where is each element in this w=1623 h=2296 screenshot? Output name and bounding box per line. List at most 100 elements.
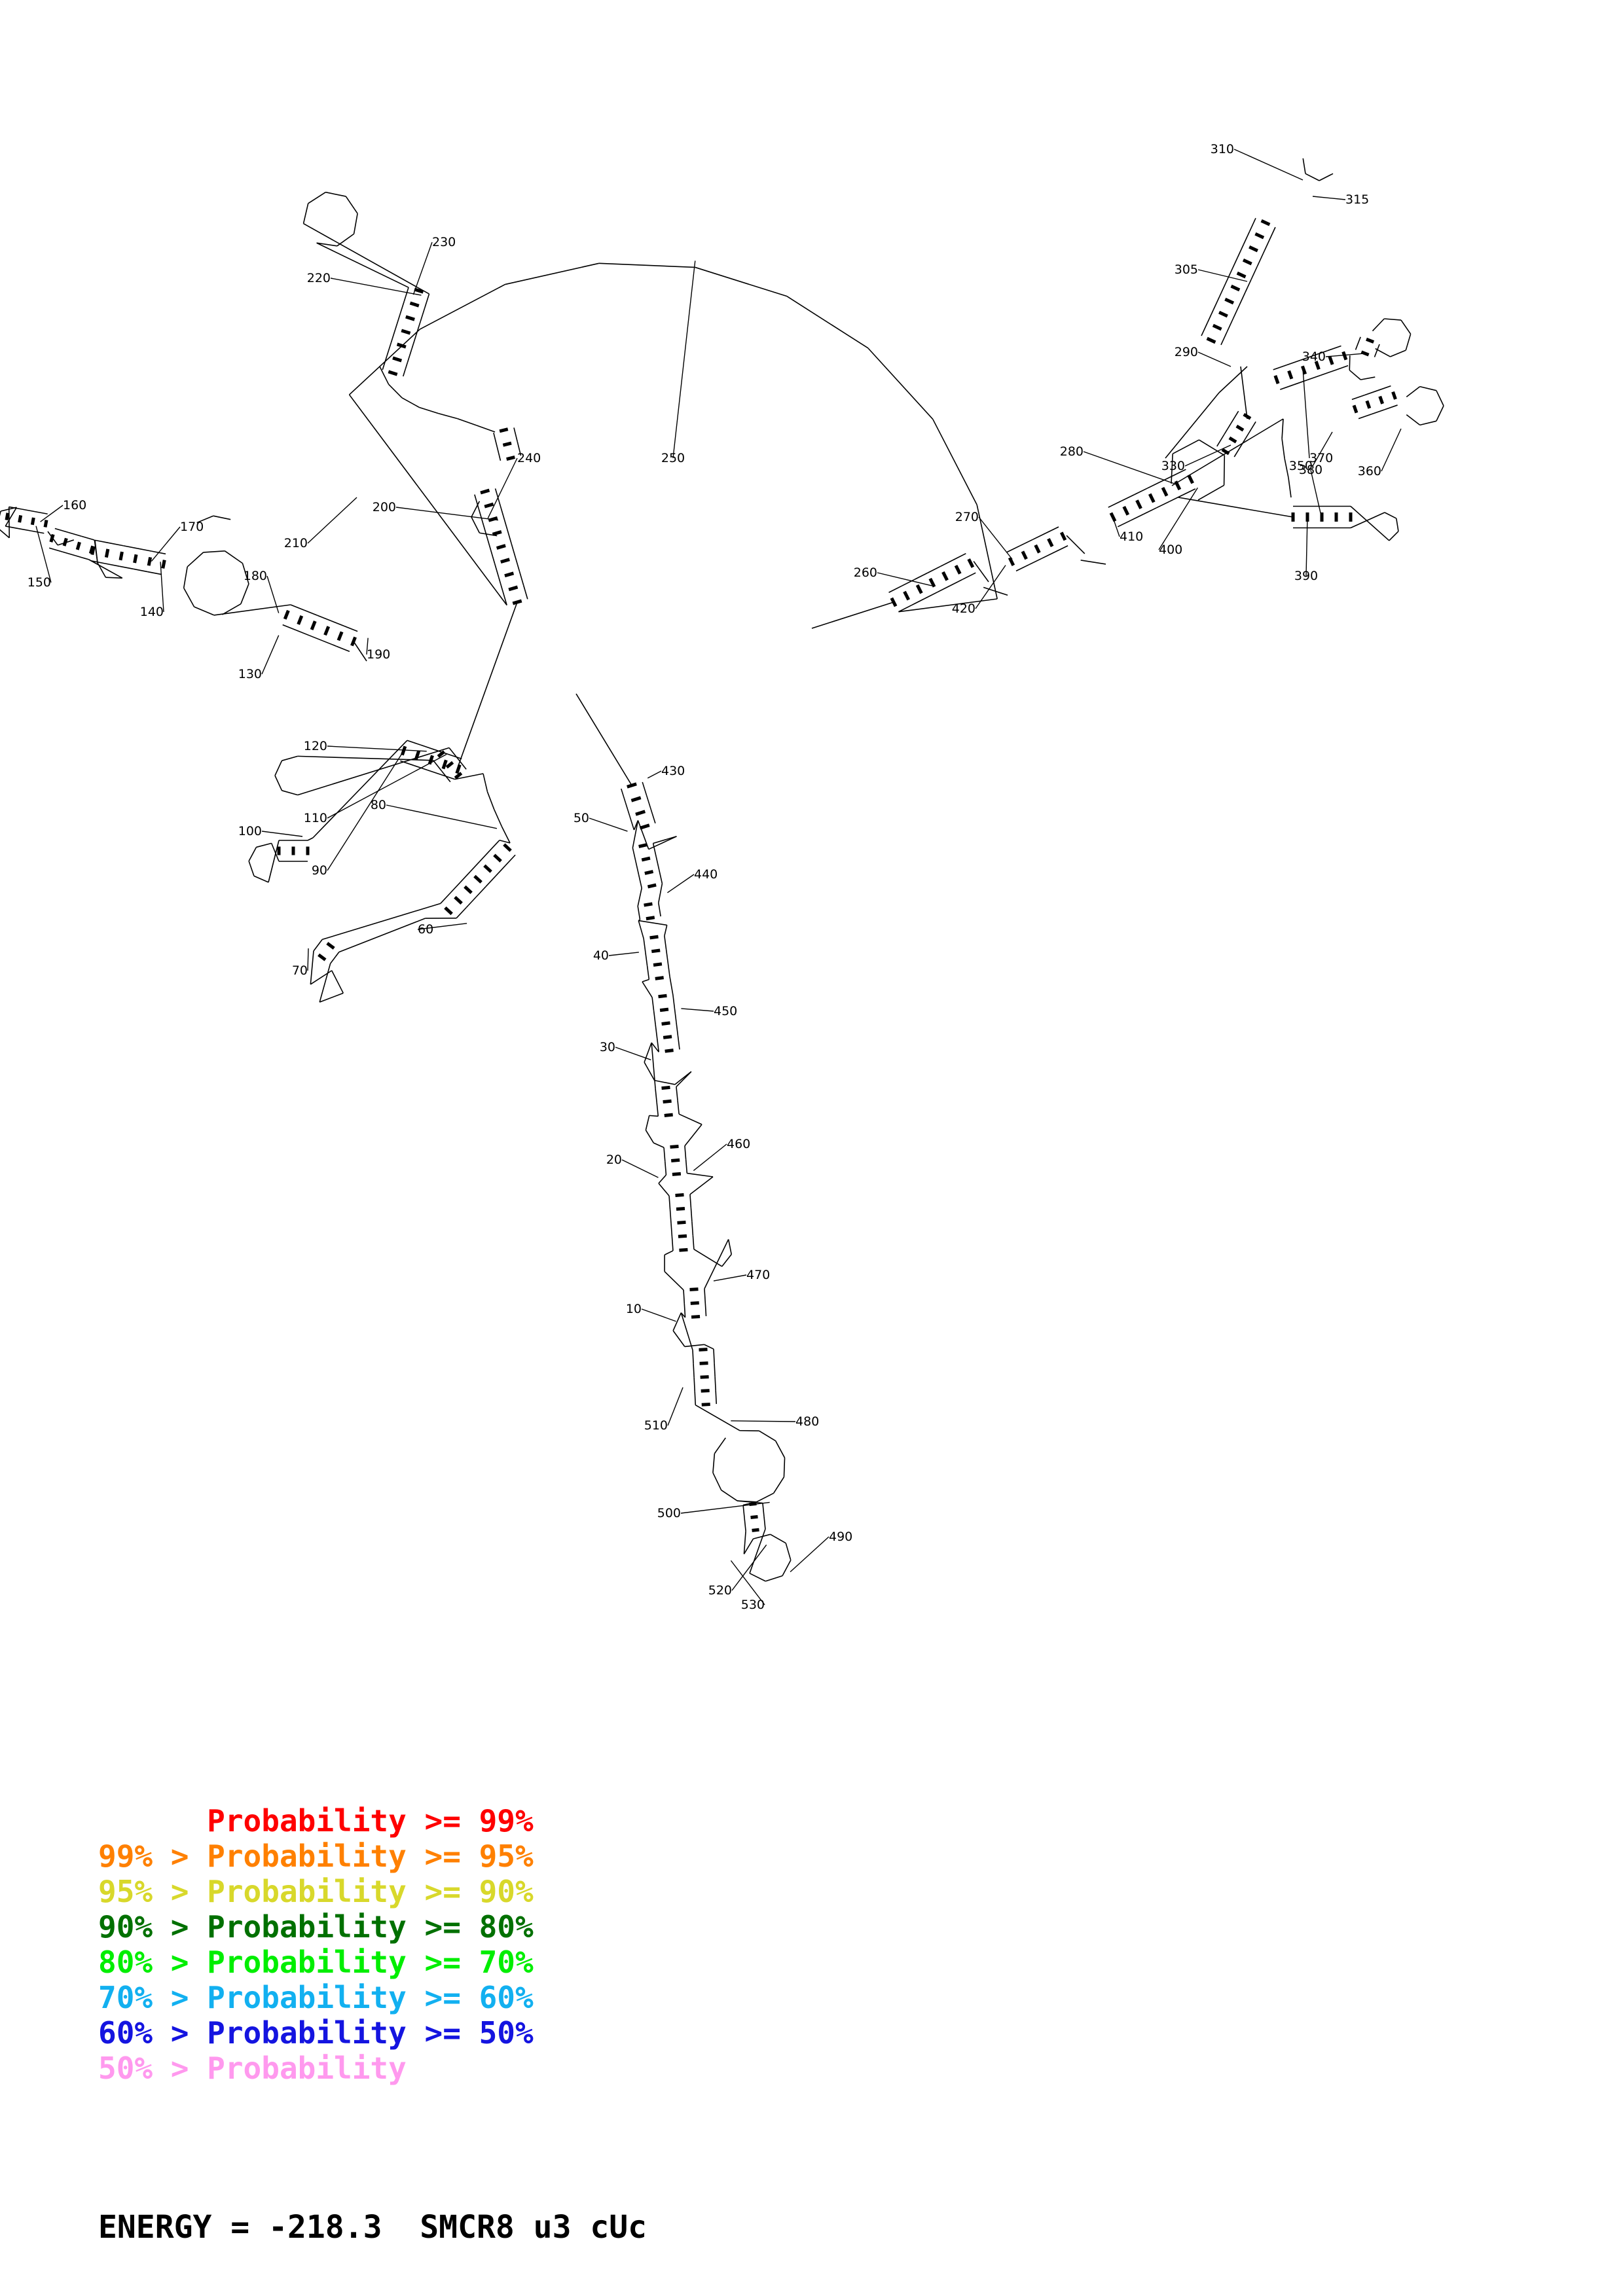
base-pair-bond bbox=[691, 1315, 701, 1319]
backbone-segment bbox=[34, 511, 48, 515]
backbone-segment bbox=[221, 603, 242, 615]
backbone-segment bbox=[939, 559, 954, 567]
backbone-segment bbox=[932, 419, 977, 505]
backbone-segment bbox=[782, 1560, 792, 1577]
backbone-segment bbox=[681, 1008, 714, 1012]
base-pair-bond bbox=[663, 1099, 672, 1104]
backbone-segment bbox=[664, 935, 667, 950]
backbone-segment bbox=[268, 840, 280, 883]
backbone-segment bbox=[1173, 469, 1186, 476]
base-pair-bond bbox=[915, 584, 923, 594]
backbone-segment bbox=[625, 802, 630, 817]
base-pair-bond bbox=[30, 517, 35, 526]
position-label: 440 bbox=[694, 867, 718, 882]
backbone-segment bbox=[669, 977, 674, 996]
backbone-segment bbox=[441, 770, 451, 783]
backbone-segment bbox=[303, 223, 429, 295]
base-pair-bond bbox=[954, 564, 962, 575]
backbone-segment bbox=[642, 781, 647, 797]
backbone-segment bbox=[691, 1221, 694, 1236]
backbone-segment bbox=[775, 1441, 786, 1458]
backbone-segment bbox=[1045, 526, 1059, 534]
backbone-segment bbox=[1273, 364, 1287, 370]
backbone-segment bbox=[310, 950, 314, 985]
backbone-segment bbox=[5, 526, 19, 529]
backbone-segment bbox=[1158, 487, 1198, 550]
legend-row-below-50: 50% > Probability bbox=[98, 2051, 407, 2086]
backbone-segment bbox=[646, 965, 650, 980]
legend-row-90: 95% > Probability >= 90% bbox=[98, 1874, 534, 1909]
backbone-segment bbox=[493, 432, 498, 447]
backbone-segment bbox=[656, 1102, 659, 1117]
backbone-segment bbox=[1405, 334, 1412, 351]
backbone-segment bbox=[898, 605, 912, 613]
backbone-segment bbox=[684, 1124, 702, 1147]
backbone-segment bbox=[667, 1387, 684, 1426]
backbone-segment bbox=[379, 366, 390, 385]
base-pair-bond bbox=[1224, 297, 1235, 305]
backbone-segment bbox=[1377, 385, 1391, 391]
base-pair-bond bbox=[350, 636, 357, 647]
probability-legend: Probability >= 99% 99% > Probability >= … bbox=[98, 1803, 884, 2086]
base-pair-bond bbox=[665, 1049, 674, 1053]
backbone-segment bbox=[62, 551, 76, 556]
backbone-segment bbox=[494, 564, 500, 578]
base-pair-bond bbox=[639, 823, 650, 830]
backbone-segment bbox=[653, 1142, 665, 1149]
backbone-segment bbox=[1400, 319, 1412, 334]
position-label: 40 bbox=[593, 948, 609, 963]
backbone-segment bbox=[1310, 469, 1322, 519]
position-label: 210 bbox=[284, 536, 308, 550]
backbone-segment bbox=[1305, 173, 1320, 181]
backbone-segment bbox=[353, 641, 367, 662]
backbone-segment bbox=[474, 494, 479, 509]
backbone-segment bbox=[651, 1042, 659, 1052]
position-label: 400 bbox=[1159, 543, 1182, 557]
backbone-segment bbox=[615, 1047, 651, 1060]
backbone-segment bbox=[664, 1161, 667, 1175]
backbone-segment bbox=[1133, 488, 1148, 495]
backbone-segment bbox=[147, 571, 162, 575]
backbone-segment bbox=[1248, 421, 1256, 434]
backbone-segment bbox=[308, 192, 326, 204]
position-label: 470 bbox=[746, 1268, 770, 1282]
backbone-segment bbox=[668, 1196, 671, 1210]
backbone-segment bbox=[1351, 394, 1366, 401]
base-pair-bond bbox=[653, 962, 663, 967]
backbone-segment bbox=[424, 293, 430, 308]
position-label: 290 bbox=[1175, 345, 1198, 359]
base-pair-bond bbox=[88, 545, 95, 554]
backbone-segment bbox=[1197, 269, 1248, 282]
base-pair-bond bbox=[750, 1515, 758, 1519]
backbone-segment bbox=[402, 362, 409, 377]
base-pair-bond bbox=[630, 796, 642, 802]
position-label: 480 bbox=[795, 1414, 819, 1429]
position-label: 530 bbox=[741, 1598, 765, 1612]
position-label: 150 bbox=[27, 575, 51, 590]
backbone-segment bbox=[654, 1079, 676, 1085]
backbone-segment bbox=[309, 635, 323, 641]
backbone-segment bbox=[454, 773, 484, 780]
backbone-segment bbox=[5, 507, 18, 527]
backbone-segment bbox=[448, 753, 462, 760]
base-pair-bond bbox=[62, 537, 68, 547]
base-pair-bond bbox=[506, 456, 515, 461]
base-pair-bond bbox=[445, 761, 454, 769]
base-pair-bond bbox=[133, 554, 138, 564]
base-pair-bond bbox=[310, 620, 317, 631]
backbone-segment bbox=[266, 575, 280, 613]
backbone-segment bbox=[914, 572, 928, 581]
base-pair-bond bbox=[1273, 375, 1280, 384]
base-pair-bond bbox=[689, 1287, 699, 1291]
backbone-segment bbox=[399, 300, 405, 315]
backbone-segment bbox=[54, 528, 69, 533]
position-label: 430 bbox=[661, 764, 685, 778]
backbone-segment bbox=[321, 903, 441, 941]
backbone-segment bbox=[976, 505, 998, 600]
base-pair-bond bbox=[147, 556, 153, 566]
backbone-segment bbox=[927, 565, 941, 574]
backbone-segment bbox=[1350, 505, 1390, 541]
backbone-segment bbox=[785, 1543, 792, 1560]
backbone-segment bbox=[638, 874, 642, 889]
backbone-segment bbox=[297, 747, 450, 796]
